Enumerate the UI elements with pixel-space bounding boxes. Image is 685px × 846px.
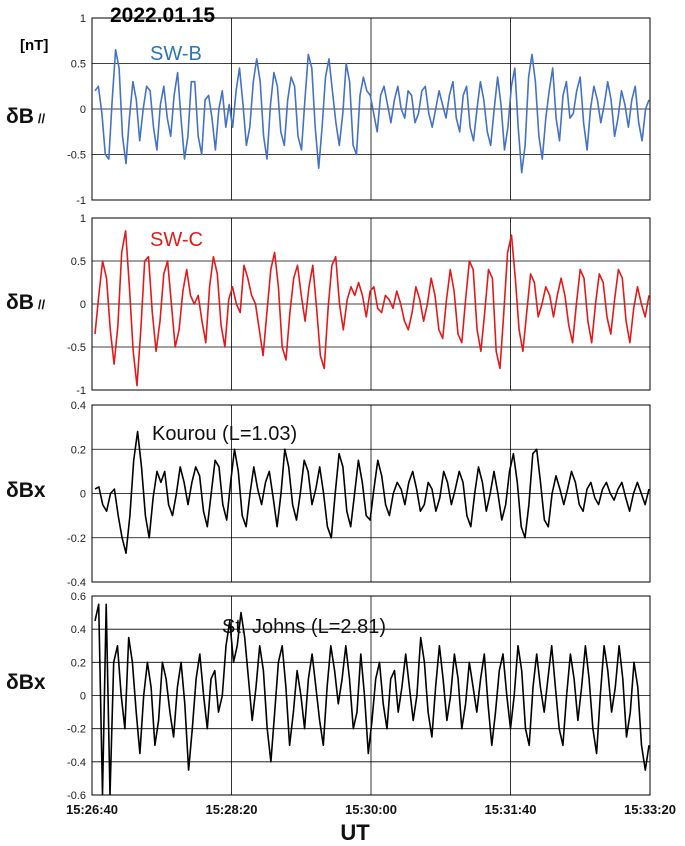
panel-kourou: 0.4 0.2 0 -0.2 -0.4 Kourou (L=1.03) δBx [6, 400, 651, 589]
y-tick-label: 0.5 [71, 256, 86, 268]
y-tick-label: -0.2 [67, 724, 86, 736]
y-axis-label-main: δB [6, 291, 34, 314]
y-tick-label: -1 [76, 195, 86, 207]
unit-label: [nT] [20, 37, 48, 54]
y-tick-label: -0.5 [67, 342, 86, 354]
y-axis-label: δBx [6, 479, 46, 502]
y-tick-label: -0.4 [67, 757, 86, 769]
y-axis-label: δBx [6, 671, 46, 694]
y-axis-label-sub: // [38, 297, 46, 312]
y-axis-label: δB // [6, 105, 46, 128]
plot-frame [91, 404, 651, 583]
series-line [94, 603, 650, 795]
y-tick-label: -1 [76, 385, 86, 397]
x-axis-ticks: 15:26:40 15:28:20 15:30:00 15:31:40 15:33:20 [66, 802, 676, 817]
y-tick-label: 0.2 [71, 444, 86, 456]
y-tick-label: 0.5 [71, 59, 86, 71]
y-tick-label: 0.2 [71, 657, 86, 669]
panel-st-johns: 0.6 0.4 0.2 0 -0.2 -0.4 -0.6 St. Johns (L=2.81)… [6, 591, 651, 802]
y-tick-label: -0.2 [67, 533, 86, 545]
series-annotation: SW-C [150, 229, 203, 251]
series-line [94, 430, 650, 554]
y-tick-label: 1 [80, 213, 86, 225]
y-tick-label: 0 [80, 489, 86, 501]
panel-swb: 1 0.5 0 -0.5 -1 SW-B δB // [6, 13, 651, 207]
series-annotation: SW-B [150, 43, 202, 65]
series-line [94, 230, 650, 387]
y-axis-label-main: δB [6, 105, 34, 128]
y-axis-label-main: δBx [6, 671, 46, 694]
y-tick-label: 0.6 [71, 591, 86, 603]
plot-frame [91, 17, 651, 201]
y-tick-label: 0.4 [71, 400, 86, 412]
y-axis-label-main: δBx [6, 479, 46, 502]
plot-frame [91, 217, 651, 391]
series-annotation: St. Johns (L=2.81) [222, 616, 386, 638]
panel-swc: 1 0.5 0 -0.5 -1 SW-C δB // [6, 213, 651, 397]
y-tick-label: -0.5 [67, 150, 86, 162]
y-axis-label-sub: // [38, 111, 46, 126]
y-tick-label: 0.4 [71, 624, 86, 636]
x-tick-label: 15:26:40 [66, 802, 118, 817]
y-tick-label: 0 [80, 299, 86, 311]
y-tick-label: 0 [80, 104, 86, 116]
series-annotation: Kourou (L=1.03) [152, 423, 297, 445]
x-tick-label: 15:33:20 [624, 802, 676, 817]
plot-frame [91, 595, 651, 796]
x-tick-label: 15:31:40 [484, 802, 536, 817]
y-axis-label: δB // [6, 291, 46, 314]
x-tick-label: 15:28:20 [205, 802, 257, 817]
y-tick-label: -0.4 [67, 577, 86, 589]
x-axis-label: UT [340, 820, 370, 845]
y-tick-label: 0 [80, 691, 86, 703]
figure-title: 2022.01.15 [110, 4, 215, 27]
y-tick-label: 1 [80, 13, 86, 25]
series-line [94, 49, 650, 174]
y-tick-label: -0.6 [67, 790, 86, 802]
x-tick-label: 15:30:00 [345, 802, 397, 817]
